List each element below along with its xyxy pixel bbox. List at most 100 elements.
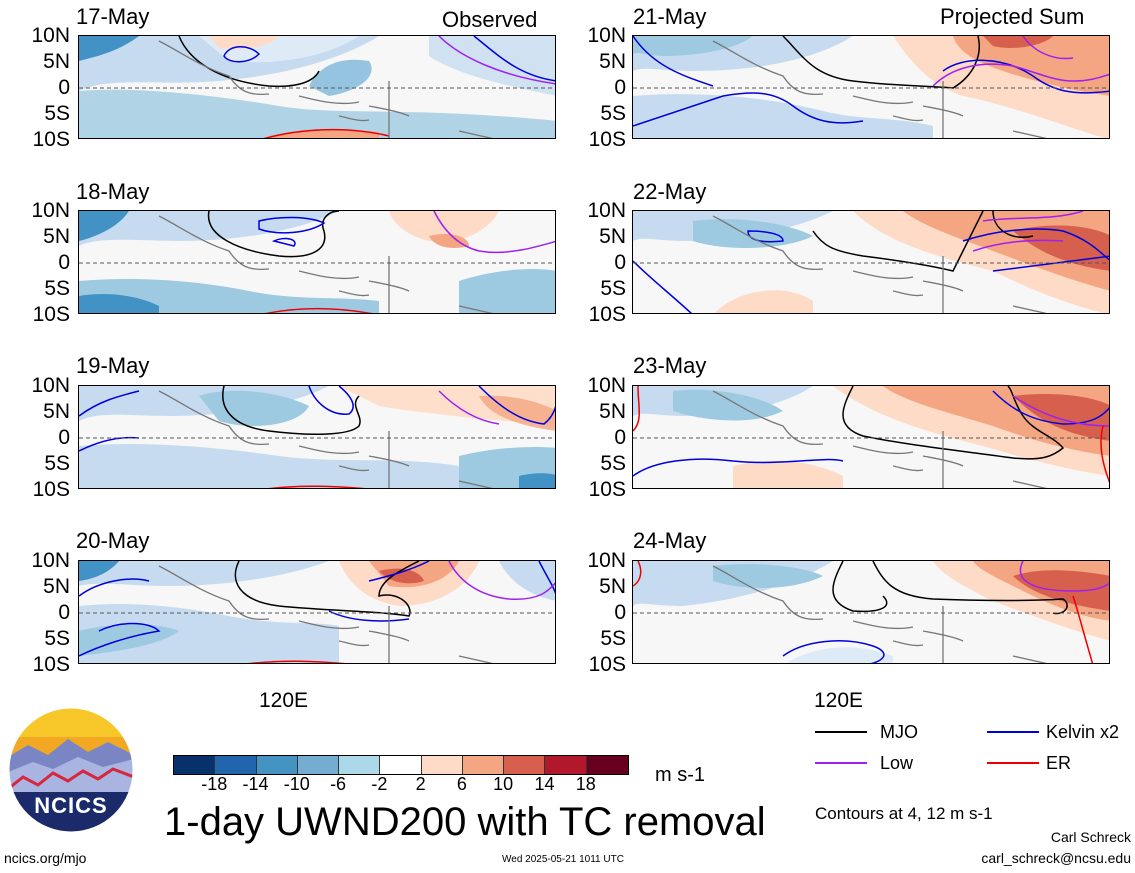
map-panel-observed-17-may [78,35,556,139]
longitude-label-left: 120E [259,689,309,712]
panel-date-19-may: 19-May [76,353,150,378]
colorbar-swatch [339,756,381,774]
colorbar-swatch [297,756,340,774]
colorbar-tick-label: -10 [283,774,310,794]
wind-field-18-may [79,211,555,313]
wind-field-22-may [633,211,1109,313]
lat-label: 5S [44,627,70,650]
lat-label: 10S [32,303,70,326]
legend-label-mjo: MJO [880,722,918,742]
lat-label: 0 [58,426,70,449]
map-panel-observed-20-may [78,560,556,664]
lat-label: 10N [587,374,626,397]
wind-field-21-may [633,36,1109,138]
colorbar [173,755,629,775]
map-panel-projected-24-may [632,560,1110,664]
map-panel-projected-23-may [632,385,1110,489]
lat-label: 0 [58,251,70,274]
colorbar-swatch [215,756,257,774]
panel-date-18-may: 18-May [76,179,150,204]
colorbar-swatch [380,756,422,774]
panel-date-21-may: 21-May [633,4,707,29]
observed-header: Observed [442,7,538,32]
lat-label: 10N [587,199,626,222]
lat-label: 0 [614,601,626,624]
lat-label: 0 [58,76,70,99]
map-panel-projected-21-may [632,35,1110,139]
ncics-logo: NCICS [8,707,134,833]
lat-label: 0 [58,601,70,624]
projected-header: Projected Sum [940,4,1085,29]
figure-title: 1-day UWND200 with TC removal [164,800,766,844]
lat-label: 5N [43,400,70,423]
lat-label: 10N [587,24,626,47]
panel-date-22-may: 22-May [633,179,707,204]
colorbar-swatch [174,756,216,774]
colorbar-tick-label: 6 [456,774,467,794]
lat-label: 10S [588,478,626,501]
longitude-label-right: 120E [814,689,864,712]
lat-label: 10S [32,128,70,151]
lat-label: 5S [44,277,70,300]
footer-url: ncics.org/mjo [4,850,87,866]
colorbar-swatch [545,756,587,774]
legend-swatches [815,731,1039,764]
colorbar-units: m s-1 [655,764,705,786]
lat-label: 5S [44,102,70,125]
colorbar-tick-label: 18 [575,774,596,794]
footer-timestamp: Wed 2025-05-21 1011 UTC [502,854,624,865]
lat-label: 5N [43,50,70,73]
colorbar-swatch [421,756,463,774]
colorbar-tick-label: -14 [242,774,269,794]
ncics-logo-graphic [8,707,134,833]
colorbar-swatch [504,756,546,774]
map-panel-projected-22-may [632,210,1110,314]
colorbar-tick-label: -6 [330,774,347,794]
legend-label-low: Low [880,753,914,773]
lat-label: 5N [599,400,626,423]
contour-note: Contours at 4, 12 m s-1 [815,804,993,823]
lat-label: 5N [43,225,70,248]
lat-label: 10N [31,199,70,222]
lat-label: 5S [600,102,626,125]
colorbar-tick-label: 14 [534,774,555,794]
colorbar-swatch [256,756,298,774]
lat-label: 5S [600,452,626,475]
panel-date-20-may: 20-May [76,528,150,553]
lat-label: 10N [31,549,70,572]
lat-label: 10S [588,303,626,326]
lat-label: 10S [588,653,626,676]
colorbar-swatches [174,756,628,774]
colorbar-swatch [586,756,628,774]
colorbar-tick-label: -2 [371,774,388,794]
lat-label: 5S [600,627,626,650]
lat-label: 10N [31,24,70,47]
wind-field-23-may [633,386,1109,488]
lat-label: 5N [599,225,626,248]
footer-author: Carl Schreck [1050,829,1131,845]
lat-label: 10S [32,478,70,501]
wind-field-24-may [633,561,1109,663]
panel-date-24-may: 24-May [633,528,707,553]
lat-label: 0 [614,76,626,99]
lat-label: 10N [587,549,626,572]
lat-label: 5S [44,452,70,475]
colorbar-tick-label: -18 [201,774,228,794]
lat-label: 0 [614,426,626,449]
map-panel-observed-19-may [78,385,556,489]
lat-label: 5N [599,50,626,73]
lat-label: 10N [31,374,70,397]
panel-date-23-may: 23-May [633,353,707,378]
lat-label: 10S [32,653,70,676]
wind-field-19-may [79,386,555,488]
legend-label-er: ER [1046,753,1072,773]
wind-field-20-may [79,561,555,663]
colorbar-swatch [462,756,505,774]
wind-field-17-may [79,36,555,138]
panel-date-17-may: 17-May [76,4,150,29]
lat-label: 10S [588,128,626,151]
lat-label: 5S [600,277,626,300]
footer-email: carl_schreck@ncsu.edu [981,850,1131,866]
legend-label-kelvin: Kelvin x2 [1046,722,1120,742]
lat-label: 5N [599,575,626,598]
